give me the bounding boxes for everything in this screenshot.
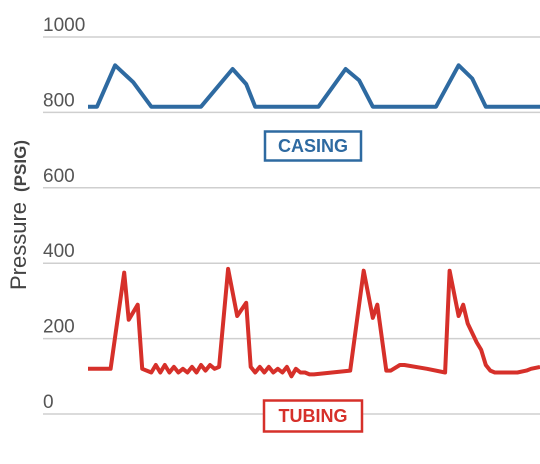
series-layer bbox=[88, 63, 540, 379]
series-labels: CASING TUBING bbox=[262, 130, 364, 433]
series-label-box bbox=[263, 130, 363, 162]
series-line-tubing bbox=[88, 266, 540, 379]
series-line-casing bbox=[88, 63, 540, 109]
y-tick-label: 200 bbox=[43, 317, 75, 338]
y-axis-label: Pressure (PSIG) bbox=[6, 140, 31, 290]
series-label-casing: CASING bbox=[263, 130, 363, 162]
series-label-text: TUBING bbox=[279, 406, 348, 426]
y-tick-labels: 1000 800 600 400 200 0 bbox=[43, 15, 85, 413]
y-tick-label: 0 bbox=[43, 392, 54, 413]
y-tick-label: 800 bbox=[43, 90, 75, 111]
series-label-tubing: TUBING bbox=[262, 399, 364, 433]
series-label-box bbox=[262, 399, 364, 433]
y-axis-label-unit: (PSIG) bbox=[11, 140, 30, 192]
series-label-text: CASING bbox=[278, 136, 348, 156]
grid-lines bbox=[43, 36, 540, 415]
y-axis-label-text: Pressure bbox=[6, 202, 31, 290]
y-tick-label: 400 bbox=[43, 241, 75, 262]
y-tick-label: 1000 bbox=[43, 15, 85, 36]
y-tick-label: 600 bbox=[43, 166, 75, 187]
